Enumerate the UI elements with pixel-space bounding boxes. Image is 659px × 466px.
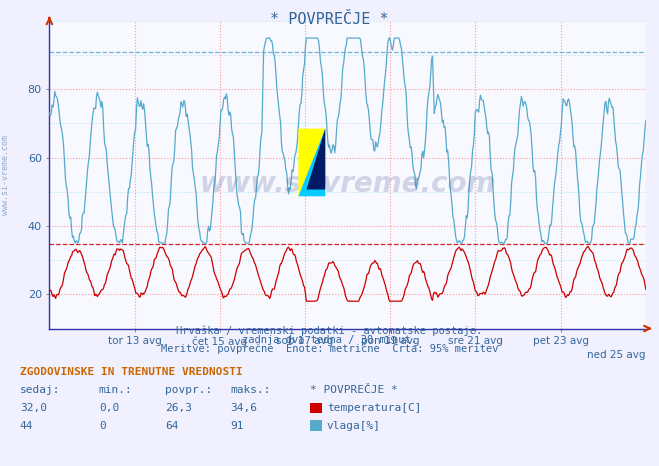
Text: ZGODOVINSKE IN TRENUTNE VREDNOSTI: ZGODOVINSKE IN TRENUTNE VREDNOSTI [20, 367, 243, 377]
Text: 34,6: 34,6 [231, 404, 258, 413]
Text: maks.:: maks.: [231, 385, 271, 395]
Text: zadnja dva tedna / 30 minut.: zadnja dva tedna / 30 minut. [242, 335, 417, 345]
Text: vlaga[%]: vlaga[%] [327, 421, 381, 431]
Text: min.:: min.: [99, 385, 132, 395]
Text: * POVPREČJE *: * POVPREČJE * [310, 385, 397, 395]
Text: 64: 64 [165, 421, 178, 431]
Text: Meritve: povprečne  Enote: metrične  Črta: 95% meritev: Meritve: povprečne Enote: metrične Črta:… [161, 342, 498, 354]
Text: 26,3: 26,3 [165, 404, 192, 413]
Polygon shape [299, 129, 326, 196]
Text: 91: 91 [231, 421, 244, 431]
Text: 0: 0 [99, 421, 105, 431]
Text: 0,0: 0,0 [99, 404, 119, 413]
Text: povpr.:: povpr.: [165, 385, 212, 395]
Text: www.si-vreme.com: www.si-vreme.com [200, 170, 496, 198]
Text: Hrvaška / vremenski podatki - avtomatske postaje.: Hrvaška / vremenski podatki - avtomatske… [177, 326, 482, 336]
Text: www.si-vreme.com: www.si-vreme.com [1, 135, 10, 215]
Text: 32,0: 32,0 [20, 404, 47, 413]
Text: * POVPREČJE *: * POVPREČJE * [270, 12, 389, 27]
Text: sedaj:: sedaj: [20, 385, 60, 395]
Polygon shape [299, 129, 326, 196]
Polygon shape [306, 129, 326, 190]
Text: ned 25 avg: ned 25 avg [587, 350, 646, 360]
Text: temperatura[C]: temperatura[C] [327, 404, 421, 413]
Text: 44: 44 [20, 421, 33, 431]
